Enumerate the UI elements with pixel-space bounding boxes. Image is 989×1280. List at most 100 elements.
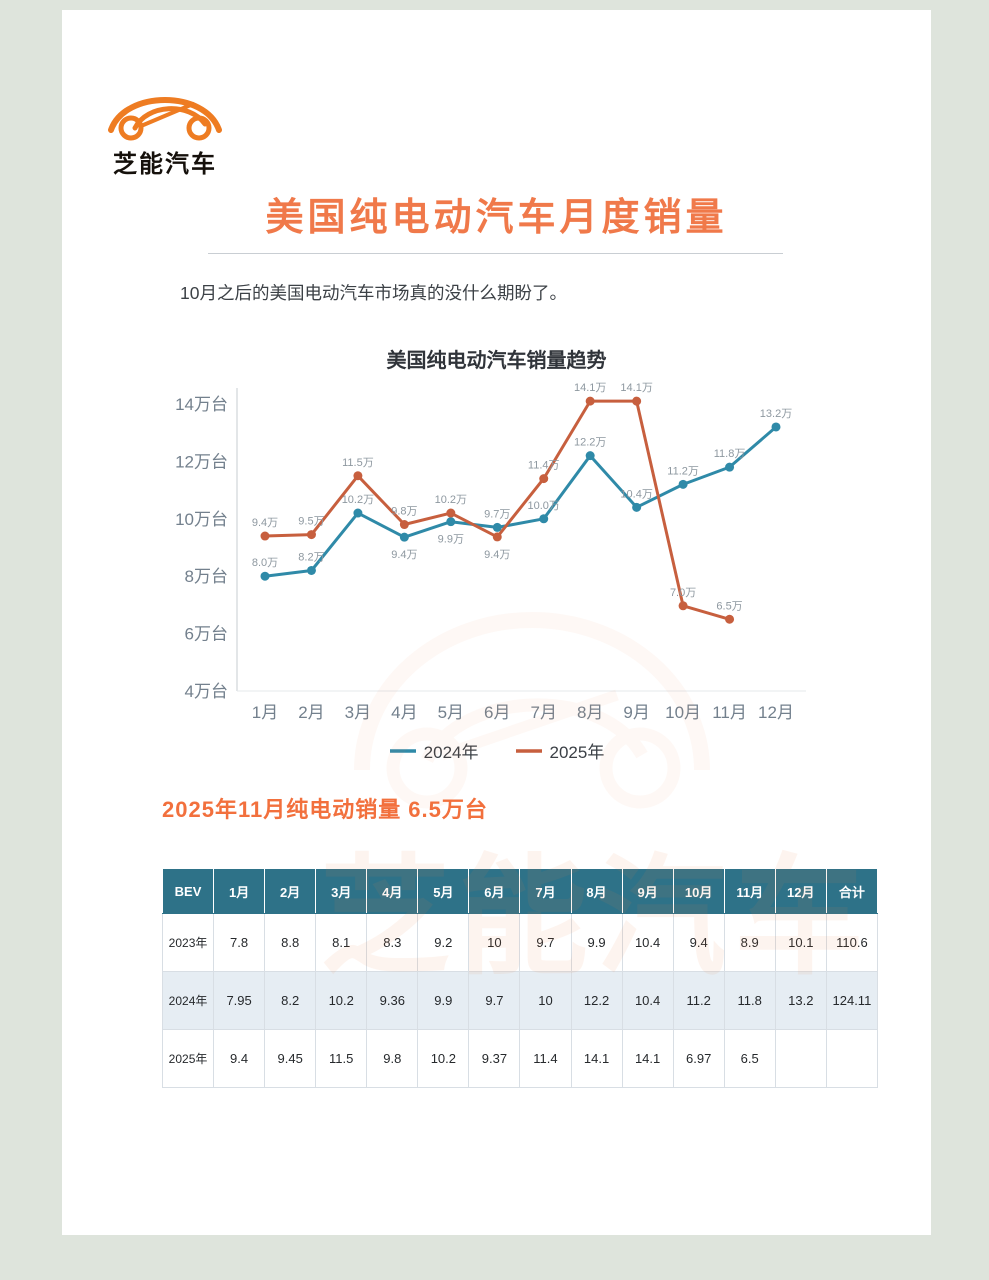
- data-point-label: 13.2万: [760, 408, 792, 420]
- table-header-cell: 4月: [366, 868, 419, 914]
- table-cell: 10: [468, 913, 521, 972]
- table-cell: 10.2: [417, 1029, 470, 1088]
- data-point-2025年: [260, 531, 270, 541]
- data-point-label: 9.4万: [391, 549, 417, 561]
- data-point-2025年: [492, 532, 502, 542]
- x-tick-label: 6月: [484, 703, 510, 722]
- table-cell: [825, 1029, 879, 1088]
- table-cell: 10.1: [774, 913, 827, 972]
- data-point-label: 6.5万: [716, 600, 742, 612]
- data-point-label: 10.2万: [342, 494, 374, 506]
- data-point-2024年: [678, 479, 688, 489]
- x-tick-label: 2月: [298, 703, 324, 722]
- table-row-label: 2023年: [161, 913, 215, 972]
- data-point-2025年: [306, 530, 316, 540]
- table-cell: 13.2: [774, 971, 827, 1030]
- data-point-label: 9.7万: [484, 508, 510, 520]
- y-tick-label: 8万台: [185, 567, 228, 586]
- table-cell: 14.1: [621, 1029, 674, 1088]
- data-point-2024年: [306, 565, 316, 575]
- table-cell: 10.4: [621, 971, 674, 1030]
- chart-legend: 2024年 2025年: [62, 738, 931, 763]
- table-cell: 11.8: [723, 971, 776, 1030]
- data-point-label: 10.2万: [435, 494, 467, 506]
- x-tick-label: 10月: [665, 703, 701, 722]
- table-cell: 9.45: [264, 1029, 317, 1088]
- data-point-label: 11.2万: [667, 465, 699, 477]
- data-point-label: 11.4万: [528, 460, 560, 472]
- sales-line-chart: 14万台 12万台 10万台 8万台 6万台 4万台 1月 2月 3月 4月 5月 6月 7月 8月 9月 1…: [162, 366, 862, 738]
- data-point-2024年: [399, 532, 409, 542]
- table-cell: 110.6: [825, 913, 879, 972]
- data-point-label: 11.8万: [714, 448, 746, 460]
- table-row-2025年: 2025年 9.4 9.45 11.5 9.8 10.2 9.37 11.4 14.1 14.1 6…: [161, 1029, 879, 1088]
- table-cell: [774, 1029, 827, 1088]
- data-point-label: 14.1万: [574, 382, 606, 394]
- bev-sales-table: BEV 1月 2月 3月 4月 5月 6月 7月 8月 9月 10月 11月 12月 合计 2023年 7.8…: [161, 868, 879, 1088]
- data-point-2024年: [446, 517, 456, 527]
- data-point-2025年: [399, 520, 409, 530]
- table-cell: 9.8: [366, 1029, 419, 1088]
- table-cell: 12.2: [570, 971, 623, 1030]
- x-tick-label: 5月: [438, 703, 464, 722]
- data-point-label: 12.2万: [574, 437, 606, 449]
- table-row-2023年: 2023年 7.8 8.8 8.1 8.3 9.2 10 9.7 9.9 10.4 9.4 8.9 10…: [161, 913, 879, 972]
- data-point-2025年: [678, 601, 688, 611]
- table-header-cell: 合计: [825, 868, 879, 914]
- legend-swatch: [389, 748, 416, 753]
- table-cell: 8.2: [264, 971, 317, 1030]
- table-cell: 11.2: [672, 971, 725, 1030]
- data-point-label: 10.0万: [528, 500, 560, 512]
- data-point-label: 14.1万: [620, 382, 652, 394]
- table-cell: 9.9: [417, 971, 470, 1030]
- data-point-label: 10.4万: [620, 488, 652, 500]
- x-tick-label: 4月: [391, 703, 417, 722]
- table-header-cell: 6月: [468, 868, 521, 914]
- data-point-label: 7.0万: [670, 587, 696, 599]
- table-row-2024年: 2024年 7.95 8.2 10.2 9.36 9.9 9.7 10 12.2 10.4 11.2…: [161, 971, 879, 1030]
- content-card: 芝能汽车 美国纯电动汽车月度销量 10月之后的美国电动汽车市场真的没什么期盼了。…: [62, 10, 931, 1235]
- table-header-cell: 1月: [213, 868, 266, 914]
- table-cell: 6.97: [672, 1029, 725, 1088]
- table-cell: 10.4: [621, 913, 674, 972]
- data-point-label: 9.5万: [298, 516, 324, 528]
- legend-item-2025年: 2025年: [515, 738, 604, 763]
- table-header-cell: BEV: [161, 868, 215, 914]
- table-header-cell: 10月: [672, 868, 725, 914]
- table-cell: 9.7: [468, 971, 521, 1030]
- brand-logo-text: 芝能汽车: [113, 151, 217, 178]
- table-header-cell: 11月: [723, 868, 776, 914]
- chart-title: 美国纯电动汽车销量趋势: [386, 350, 607, 372]
- x-tick-label: 7月: [530, 703, 556, 722]
- table-cell: 9.4: [213, 1029, 266, 1088]
- table-cell: 9.37: [468, 1029, 521, 1088]
- x-tick-label: 8月: [577, 703, 603, 722]
- table-cell: 8.3: [366, 913, 419, 972]
- data-point-2024年: [771, 422, 781, 432]
- table-row-label: 2024年: [161, 971, 215, 1030]
- callout-text: 2025年11月纯电动销量 6.5万台: [162, 797, 488, 822]
- data-point-label: 8.2万: [298, 551, 324, 563]
- legend-swatch: [515, 748, 542, 753]
- data-point-2025年: [585, 396, 595, 406]
- table-row-label: 2025年: [161, 1029, 215, 1088]
- table-cell: 9.7: [519, 913, 572, 972]
- table-cell: 8.9: [723, 913, 776, 972]
- data-point-label: 9.8万: [391, 506, 417, 518]
- data-point-2025年: [353, 471, 363, 481]
- table-header-cell: 8月: [570, 868, 623, 914]
- y-tick-label: 6万台: [185, 625, 228, 644]
- y-tick-label: 10万台: [175, 510, 228, 529]
- table-cell: 8.8: [264, 913, 317, 972]
- y-tick-label: 14万台: [175, 395, 228, 414]
- table-header-cell: 5月: [417, 868, 470, 914]
- data-point-2025年: [632, 396, 642, 406]
- page-title: 美国纯电动汽车月度销量: [265, 197, 728, 239]
- data-point-2024年: [632, 502, 642, 512]
- y-tick-label: 4万台: [185, 682, 228, 701]
- car-logo-icon: [108, 97, 222, 141]
- data-point-2024年: [539, 514, 549, 524]
- table-cell: 10.2: [315, 971, 368, 1030]
- data-point-label: 9.4万: [252, 517, 278, 529]
- data-point-2024年: [585, 451, 595, 461]
